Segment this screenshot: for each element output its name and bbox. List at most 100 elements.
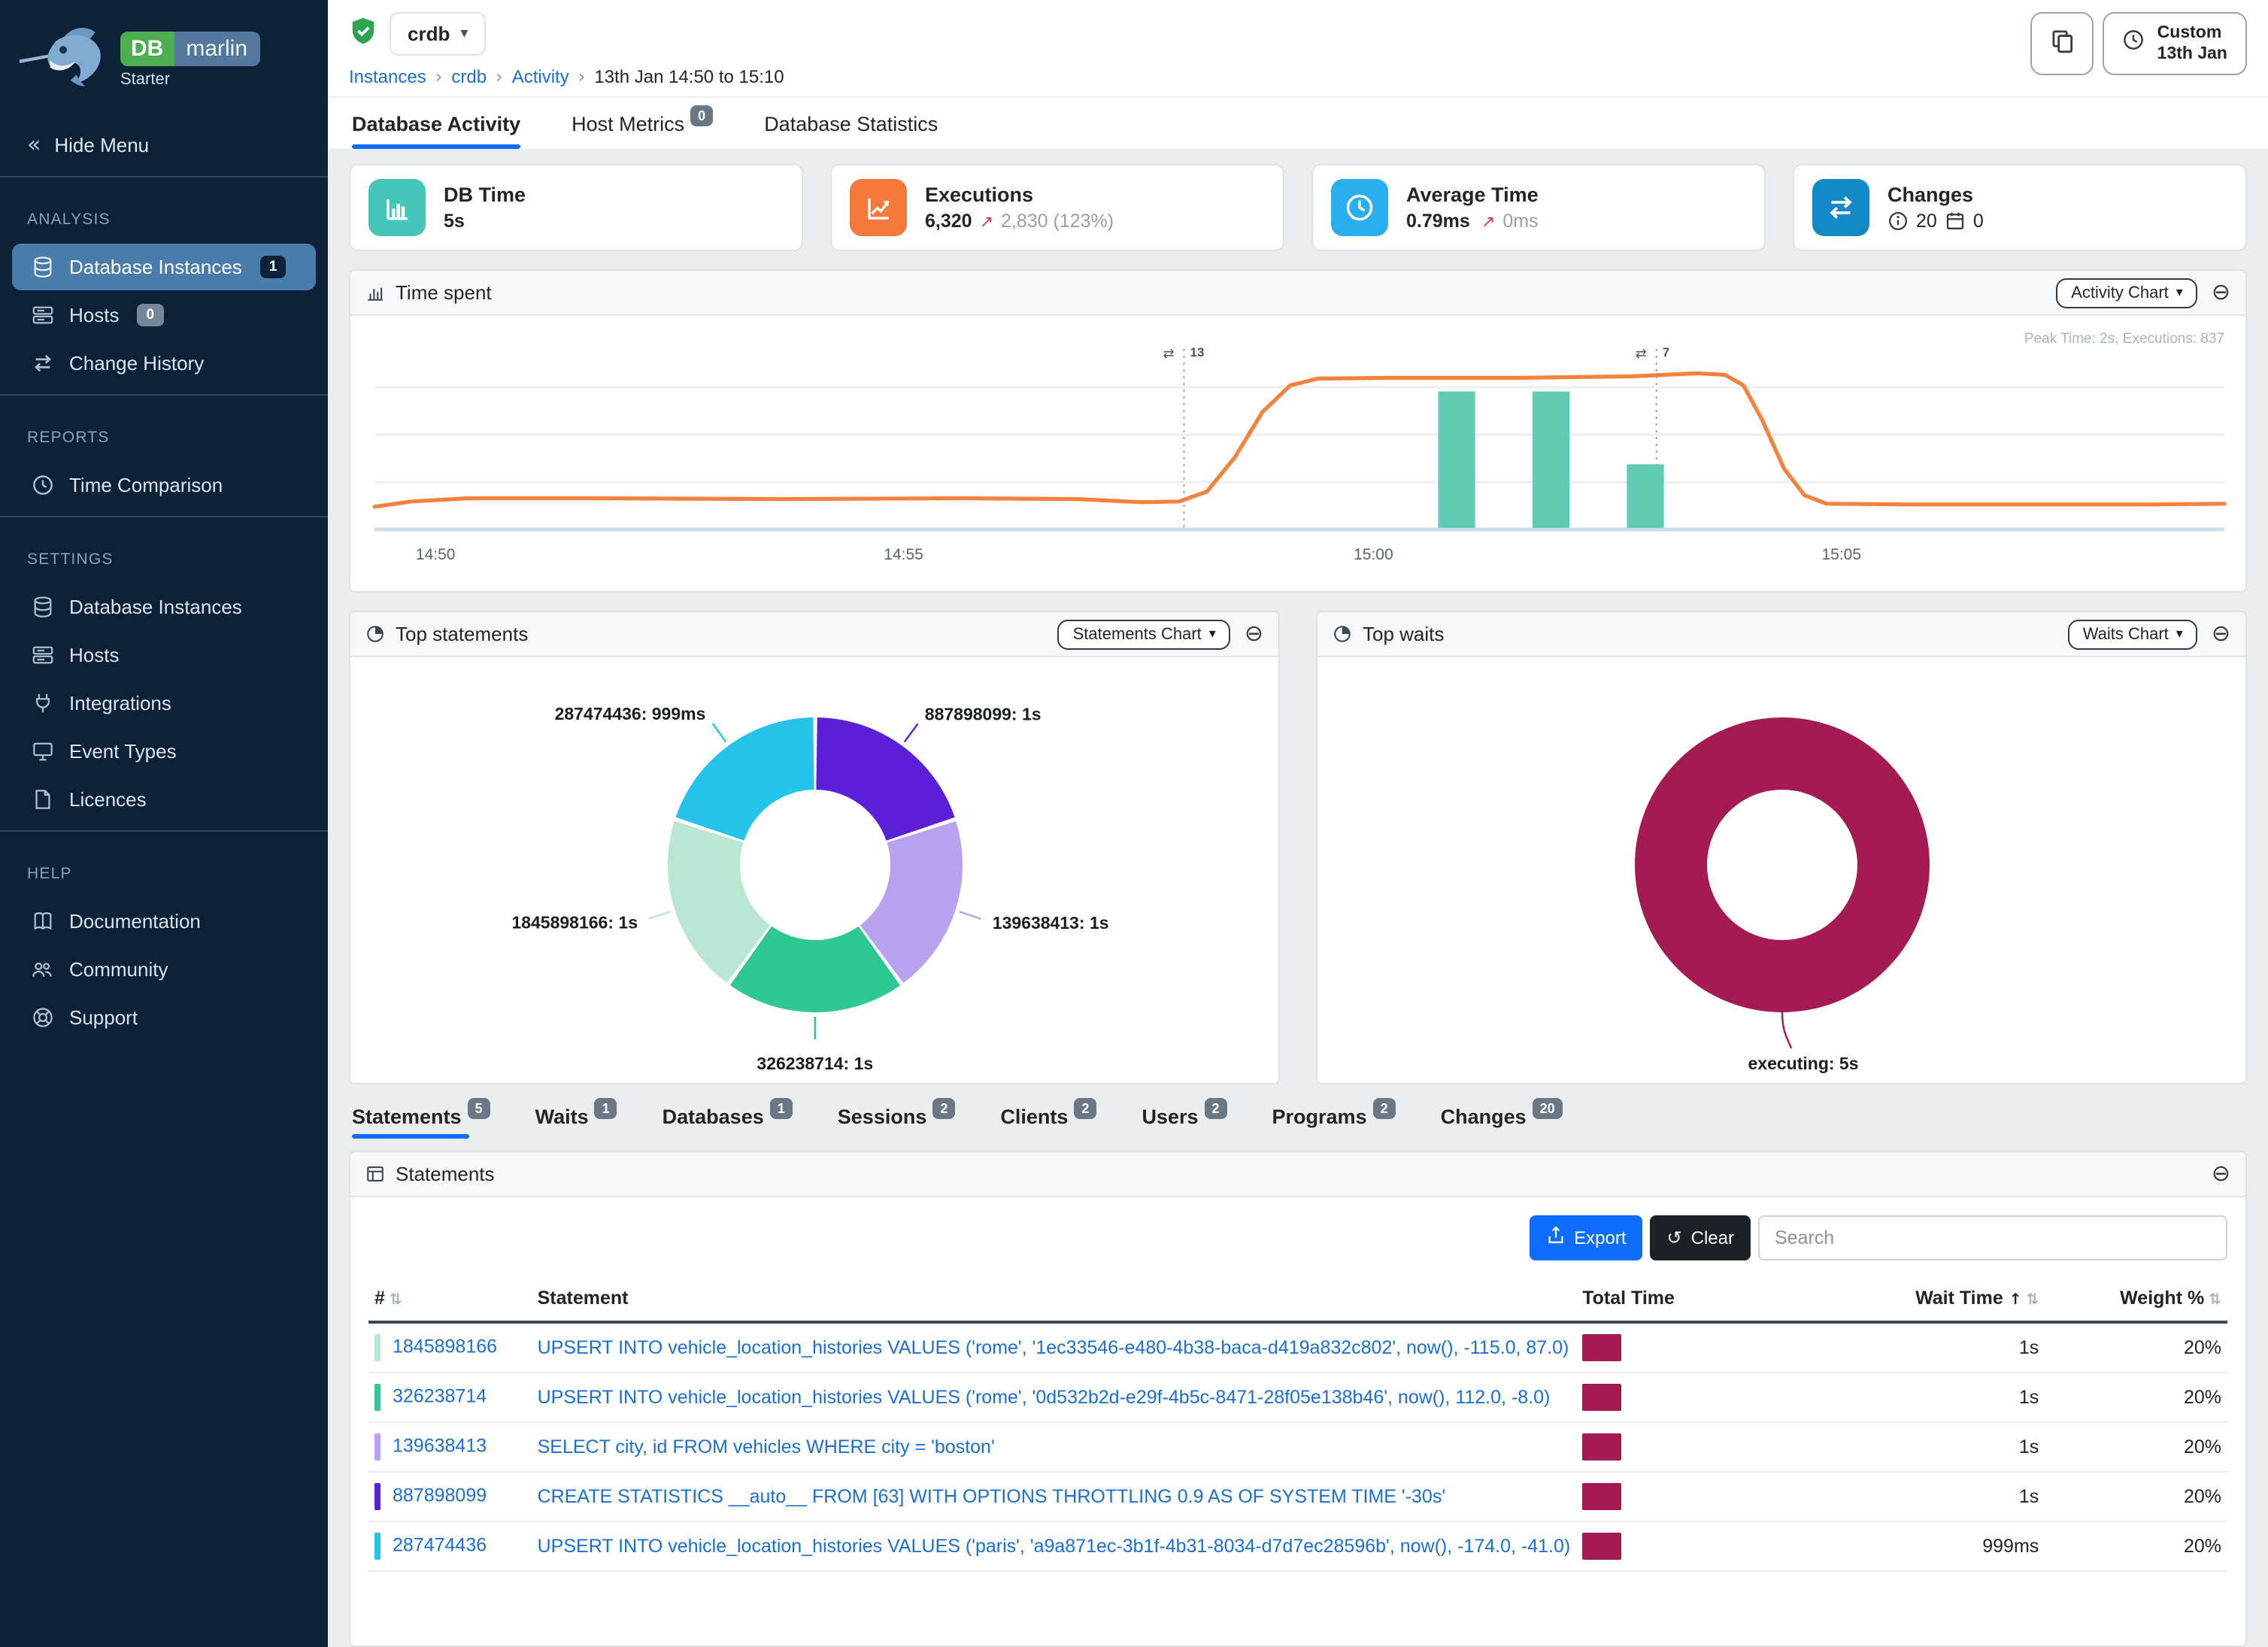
breadcrumb-link-instances[interactable]: Instances xyxy=(349,66,426,87)
executions-bar[interactable] xyxy=(1438,391,1475,528)
sidebar-item-documentation[interactable]: Documentation xyxy=(12,898,316,945)
sidebar-item-licences[interactable]: Licences xyxy=(12,776,316,823)
info-icon xyxy=(1887,211,1909,232)
statement-link[interactable]: CREATE STATISTICS __auto__ FROM [63] WIT… xyxy=(537,1486,1446,1507)
hide-menu-button[interactable]: « Hide Menu xyxy=(0,113,328,176)
change-marker-label[interactable]: ⇄ xyxy=(1163,346,1174,362)
breadcrumb-separator: › xyxy=(578,66,586,87)
kpi-title: Changes xyxy=(1887,184,1974,206)
detail-tab-badge: 2 xyxy=(1372,1098,1396,1119)
kpi-title: DB Time xyxy=(444,184,526,206)
sidebar-item-community[interactable]: Community xyxy=(12,946,316,993)
export-icon xyxy=(1545,1226,1565,1250)
detail-tab-waits[interactable]: Waits 1 xyxy=(535,1098,617,1139)
divider xyxy=(0,830,328,832)
kpi-value: 6,320 ↗ 2,830 (123%) xyxy=(925,211,1114,232)
table-row[interactable]: 326238714 UPSERT INTO vehicle_location_hi… xyxy=(368,1372,2227,1423)
server-icon xyxy=(30,304,54,326)
time-range-line2: 13th Jan xyxy=(2157,45,2227,63)
sidebar-item-database-instances[interactable]: Database Instances xyxy=(12,584,316,630)
tab-database-activity[interactable]: Database Activity xyxy=(352,113,521,149)
sidebar-item-hosts[interactable]: Hosts 0 xyxy=(12,292,316,338)
plan-label: Starter xyxy=(120,70,171,88)
sidebar-item-integrations[interactable]: Integrations xyxy=(12,680,316,726)
clear-button[interactable]: ↺ Clear xyxy=(1650,1215,1751,1260)
change-marker-label[interactable]: ⇄ xyxy=(1636,346,1647,362)
instance-selector[interactable]: crdb ▾ xyxy=(390,12,487,56)
detail-tab-label: Programs xyxy=(1272,1106,1367,1128)
collapse-panel-icon[interactable]: ⊖ xyxy=(2211,620,2230,647)
kpi-text: Changes 20 0 xyxy=(1887,184,1984,232)
detail-tab-databases[interactable]: Databases 1 xyxy=(663,1098,793,1139)
top-waits-panel: Top waits Waits Chart ▾ ⊖ executing: 5s xyxy=(1316,611,2247,1084)
donut-segment[interactable] xyxy=(675,717,814,841)
copy-link-button[interactable] xyxy=(2030,12,2094,75)
statement-id-link[interactable]: 1845898166 xyxy=(393,1336,498,1357)
sidebar-item-database-instances[interactable]: Database Instances 1 xyxy=(12,244,316,290)
donut-segment[interactable] xyxy=(667,820,770,983)
breadcrumb-link-crdb[interactable]: crdb xyxy=(451,66,487,87)
sidebar-item-hosts[interactable]: Hosts xyxy=(12,632,316,678)
column-header-weight[interactable]: Weight % ⇅ xyxy=(2045,1275,2227,1324)
statement-id-link[interactable]: 139638413 xyxy=(393,1435,487,1457)
donut-segment[interactable] xyxy=(816,717,955,841)
cell-total-time xyxy=(1576,1322,1771,1373)
collapse-panel-icon[interactable]: ⊖ xyxy=(2211,1160,2230,1187)
statement-link[interactable]: UPSERT INTO vehicle_location_histories V… xyxy=(537,1536,1571,1557)
sidebar-item-label: Integrations xyxy=(69,692,171,714)
table-row[interactable]: 139638413 SELECT city, id FROM vehicles W… xyxy=(368,1422,2227,1473)
column-header-[interactable]: # ⇅ xyxy=(368,1275,532,1324)
detail-tab-sessions[interactable]: Sessions 2 xyxy=(837,1098,956,1139)
detail-tab-badge: 5 xyxy=(467,1098,490,1119)
cell-wait-time: 1s xyxy=(1770,1472,2045,1522)
tab-host-metrics[interactable]: Host Metrics 0 xyxy=(572,105,714,149)
statements-chart-dropdown[interactable]: Statements Chart ▾ xyxy=(1057,619,1231,649)
sidebar-item-support[interactable]: Support xyxy=(12,994,316,1041)
content: DB Time 5s Executions 6,320 ↗ 2,830 (123%) Ave… xyxy=(328,149,2268,1647)
chevron-down-icon: ▾ xyxy=(460,26,468,42)
breadcrumb: Instances › crdb › Activity › 13th Jan 14:50 t… xyxy=(349,66,2247,87)
detail-tab-statements[interactable]: Statements 5 xyxy=(352,1098,490,1139)
statement-link[interactable]: SELECT city, id FROM vehicles WHERE city… xyxy=(537,1436,995,1457)
detail-tab-changes[interactable]: Changes 20 xyxy=(1441,1098,1563,1139)
sidebar-item-change-history[interactable]: Change History xyxy=(12,340,316,387)
kpi-calendar-count: 0 xyxy=(1972,211,1984,232)
detail-tab-programs[interactable]: Programs 2 xyxy=(1272,1098,1396,1139)
donut-segment[interactable] xyxy=(860,821,963,983)
breadcrumb-link-activity[interactable]: Activity xyxy=(511,66,569,87)
statement-link[interactable]: UPSERT INTO vehicle_location_histories V… xyxy=(537,1337,1569,1358)
collapse-panel-icon[interactable]: ⊖ xyxy=(1244,620,1263,647)
detail-tab-clients[interactable]: Clients 2 xyxy=(1000,1098,1097,1139)
executions-bar[interactable] xyxy=(1532,391,1570,528)
total-time-bar xyxy=(1582,1384,1622,1411)
cell-total-time xyxy=(1576,1472,1771,1522)
sidebar-item-label: Documentation xyxy=(69,910,201,933)
collapse-panel-icon[interactable]: ⊖ xyxy=(2211,278,2230,305)
column-header-wait-time[interactable]: Wait Time ↑ ⇅ xyxy=(1770,1275,2045,1324)
activity-chart-dropdown[interactable]: Activity Chart ▾ xyxy=(2056,278,2198,308)
donut-segment[interactable] xyxy=(729,926,900,1013)
x-tick-label: 14:50 xyxy=(416,546,456,563)
table-row[interactable]: 887898099 CREATE STATISTICS __auto__ FROM… xyxy=(368,1472,2227,1522)
statement-link[interactable]: UPSERT INTO vehicle_location_histories V… xyxy=(537,1387,1551,1408)
detail-tab-users[interactable]: Users 2 xyxy=(1142,1098,1227,1139)
statement-id-link[interactable]: 326238714 xyxy=(393,1385,487,1407)
sidebar-section-settings: SETTINGS Database Instances Hosts Integrati… xyxy=(0,517,328,830)
monitor-icon xyxy=(30,740,54,763)
waits-chart-dropdown[interactable]: Waits Chart ▾ xyxy=(2067,619,2198,649)
sidebar-item-label: Change History xyxy=(69,352,205,375)
tab-database-statistics[interactable]: Database Statistics xyxy=(764,113,938,149)
sidebar-item-event-types[interactable]: Event Types xyxy=(12,728,316,775)
search-input[interactable] xyxy=(1758,1215,2227,1260)
table-row[interactable]: 1845898166 UPSERT INTO vehicle_location_h… xyxy=(368,1322,2227,1373)
statement-id-link[interactable]: 287474436 xyxy=(393,1534,487,1556)
detail-tab-label: Sessions xyxy=(837,1106,927,1128)
statement-id-link[interactable]: 887898099 xyxy=(393,1485,487,1506)
table-row[interactable]: 287474436 UPSERT INTO vehicle_location_hi… xyxy=(368,1521,2227,1572)
sidebar-item-time-comparison[interactable]: Time Comparison xyxy=(12,462,316,508)
time-range-button[interactable]: Custom 13th Jan xyxy=(2103,12,2247,75)
panel-title: Top statements xyxy=(396,623,529,645)
export-button[interactable]: Export xyxy=(1529,1215,1643,1260)
donut-segment[interactable] xyxy=(1635,717,1930,1012)
executions-bar[interactable] xyxy=(1627,464,1664,528)
